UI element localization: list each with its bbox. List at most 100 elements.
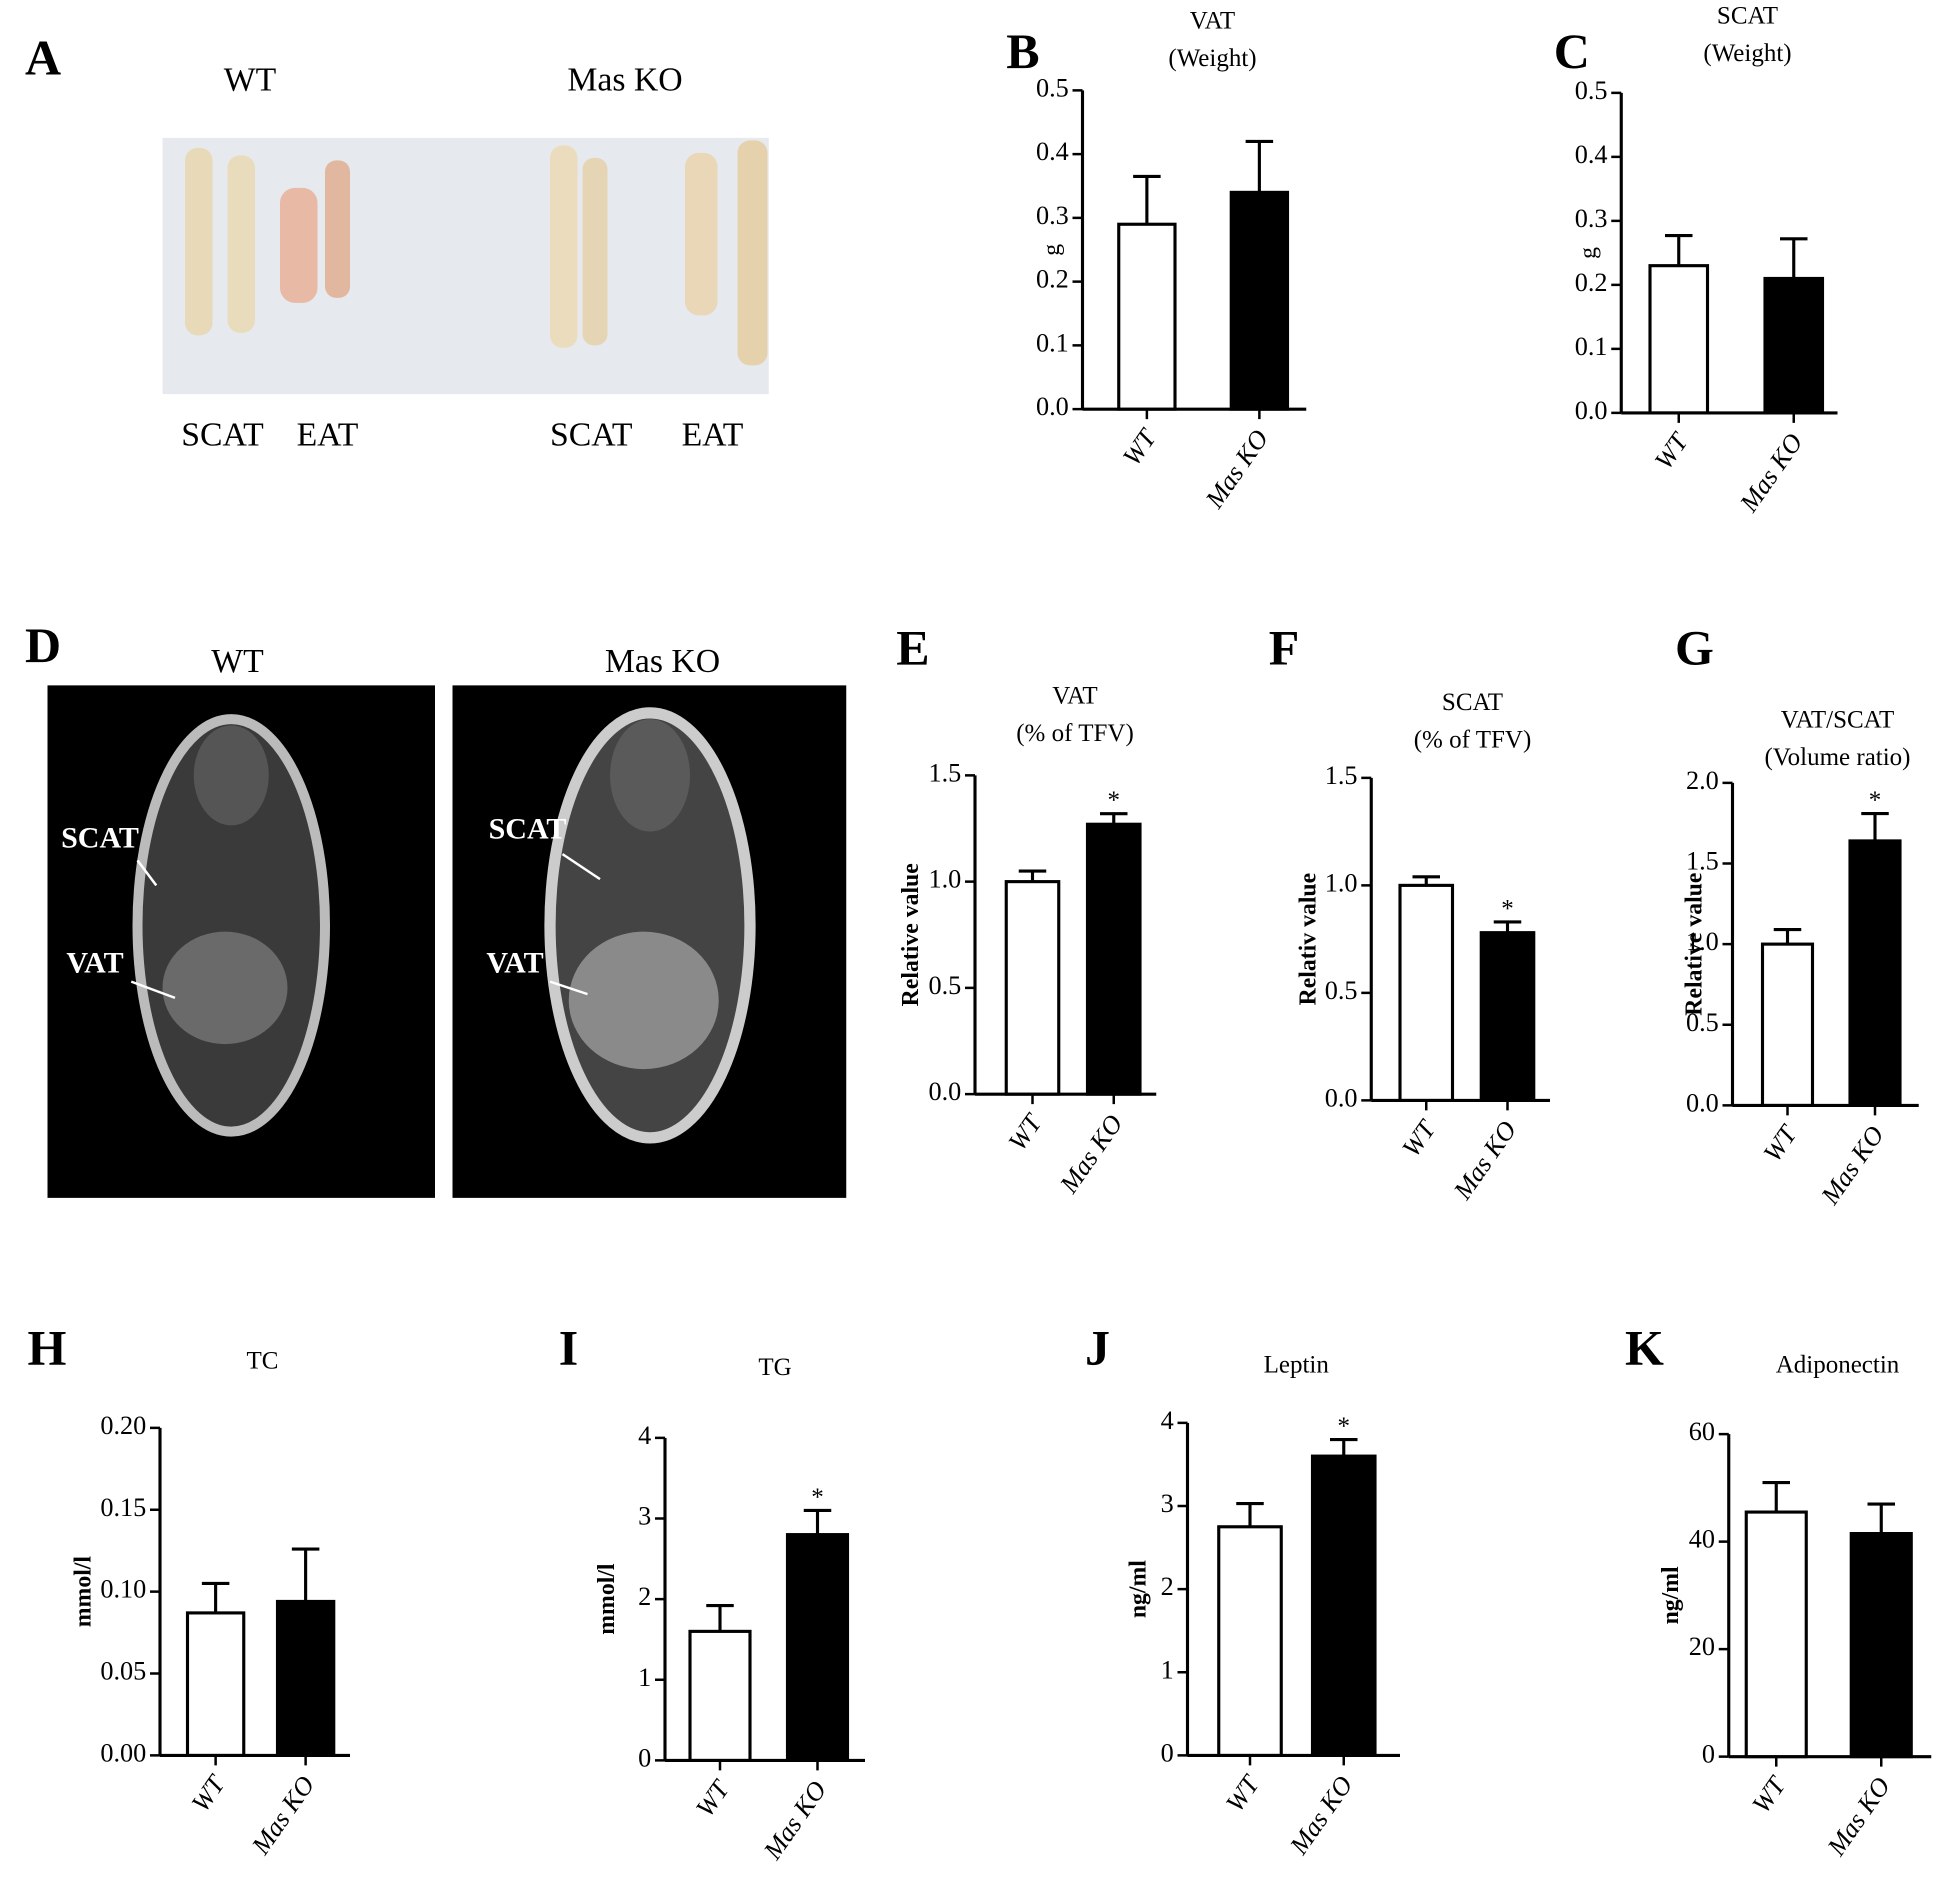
bar-chart: K Adiponectin ng/ml 0 20 40 60 WT Mas KO [1625,1319,1932,1862]
bar [1398,883,1455,1102]
y-tick-label: 1.0 [1686,927,1719,956]
group-label: Mas KO [605,643,720,680]
x-tick-label: Mas KO [1447,1116,1522,1206]
y-tick-label: 0.5 [928,971,961,1000]
y-tick-label: 1.5 [1325,761,1358,790]
y-axis-label: g [1575,247,1601,259]
chart-subtitle: (Weight) [1703,40,1791,67]
bar-chart: J Leptin ng/ml 0 1 2 3 4 WT * Mas KO [1085,1319,1400,1860]
bar [1004,880,1061,1096]
x-tick-label: Mas KO [1734,428,1809,518]
y-tick-label: 1 [1161,1655,1174,1684]
bar [1848,839,1902,1107]
y-tick-label: 1 [638,1663,651,1692]
significance-label: * [1869,787,1882,814]
bar-chart: F SCAT (% of TFV) Relativ value 0.0 0.5 1.0 1.5… [1269,619,1550,1205]
tissue-photo [162,137,769,395]
x-tick-label: WT [1220,1769,1266,1817]
y-tick-label: 0.2 [1575,268,1608,297]
y-tick-label: 0.05 [100,1657,146,1686]
chart-title: VAT [1190,8,1235,35]
x-tick-label: Mas KO [1815,1121,1890,1211]
panel-label: A [25,29,61,85]
x-tick-label: WT [1396,1114,1442,1162]
x-tick-label: WT [1746,1770,1792,1818]
bar [1744,1510,1808,1759]
panel-label: J [1085,1319,1110,1375]
y-tick-label: 0 [1702,1740,1715,1769]
bar [1085,822,1142,1096]
y-tick-label: 0.2 [1036,265,1069,294]
chart-title: TC [247,1348,279,1375]
bar [1229,190,1290,411]
bar-chart: B VAT (Weight) g 0.0 0.1 0.2 0.3 0.4 0.5 WT Mas KO [1006,8,1307,514]
significance-label: * [811,1484,824,1511]
bar [1760,942,1815,1107]
bar-chart: E VAT (% of TFV) Relative value 0.0 0.5 1.0 1.5… [896,619,1157,1199]
group-label: WT [211,643,264,680]
chart-title: SCAT [1442,689,1503,716]
y-tick-label: 40 [1689,1525,1715,1554]
x-tick-label: Mas KO [757,1776,832,1866]
y-tick-label: 0.4 [1575,140,1608,169]
chart-title: Leptin [1264,1351,1330,1378]
chart-subtitle: (Weight) [1168,45,1256,72]
chart-title: SCAT [1717,3,1778,30]
group-label: WT [224,62,277,99]
bar [275,1599,336,1757]
y-tick-label: 0 [638,1743,651,1772]
bar [1763,276,1825,415]
tissue-label: EAT [682,417,744,454]
image-label: SCAT [489,813,567,846]
chart-title: VAT/SCAT [1781,706,1894,733]
tissue-label: SCAT [550,417,633,454]
chart-subtitle: (Volume ratio) [1764,744,1910,771]
chart-title: VAT [1052,683,1097,710]
y-tick-label: 0.5 [1325,976,1358,1005]
bar [1117,222,1177,411]
y-axis-label: mmol/l [594,1563,620,1635]
panel-label: I [559,1319,578,1375]
y-tick-label: 60 [1689,1417,1715,1446]
bar-chart: C SCAT (Weight) g 0.0 0.1 0.2 0.3 0.4 0.5 WT Mas KO [1554,3,1838,518]
bar-chart: G VAT/SCAT (Volume ratio) Relative value 0.0… [1675,619,1919,1210]
bar-chart: I TG mmol/l 0 1 2 3 4 WT * Mas KO [559,1319,865,1865]
significance-label: * [1501,895,1514,922]
y-axis-label: mmol/l [70,1556,96,1628]
y-tick-label: 4 [638,1421,651,1450]
image-label: VAT [66,946,123,979]
y-tick-label: 20 [1689,1632,1715,1661]
panel-label: H [28,1319,67,1375]
y-tick-label: 1.5 [1686,847,1719,876]
x-tick-label: Mas KO [1199,424,1274,514]
y-tick-label: 3 [1161,1489,1174,1518]
image-label: VAT [486,946,543,979]
panel-label: E [896,619,929,675]
x-tick-label: WT [690,1774,736,1822]
y-tick-label: 4 [1161,1406,1174,1435]
tissue-label: EAT [297,417,359,454]
y-tick-label: 0.5 [1036,73,1069,102]
y-tick-label: 1.0 [928,865,961,894]
y-axis-label: ng/ml [1125,1560,1151,1618]
significance-label: * [1338,1413,1351,1440]
x-tick-label: WT [1649,426,1695,474]
y-tick-label: 0.5 [1686,1008,1719,1037]
chart-subtitle: (% of TFV) [1016,720,1134,747]
y-tick-label: 3 [638,1502,651,1531]
chart-subtitle: (% of TFV) [1414,726,1532,753]
significance-label: * [1108,787,1121,814]
panel-label: D [25,617,61,673]
y-tick-label: 0.1 [1036,328,1069,357]
panel-label: K [1625,1319,1664,1375]
y-tick-label: 0.0 [1325,1083,1358,1112]
x-tick-label: WT [1758,1119,1804,1167]
chart-title: TG [758,1354,791,1381]
y-tick-label: 0.5 [1575,76,1608,105]
panel-label: F [1269,619,1300,675]
y-tick-label: 2 [1161,1572,1174,1601]
y-tick-label: 0 [1161,1738,1174,1767]
x-tick-label: Mas KO [1054,1109,1129,1199]
x-tick-label: Mas KO [1284,1771,1359,1861]
